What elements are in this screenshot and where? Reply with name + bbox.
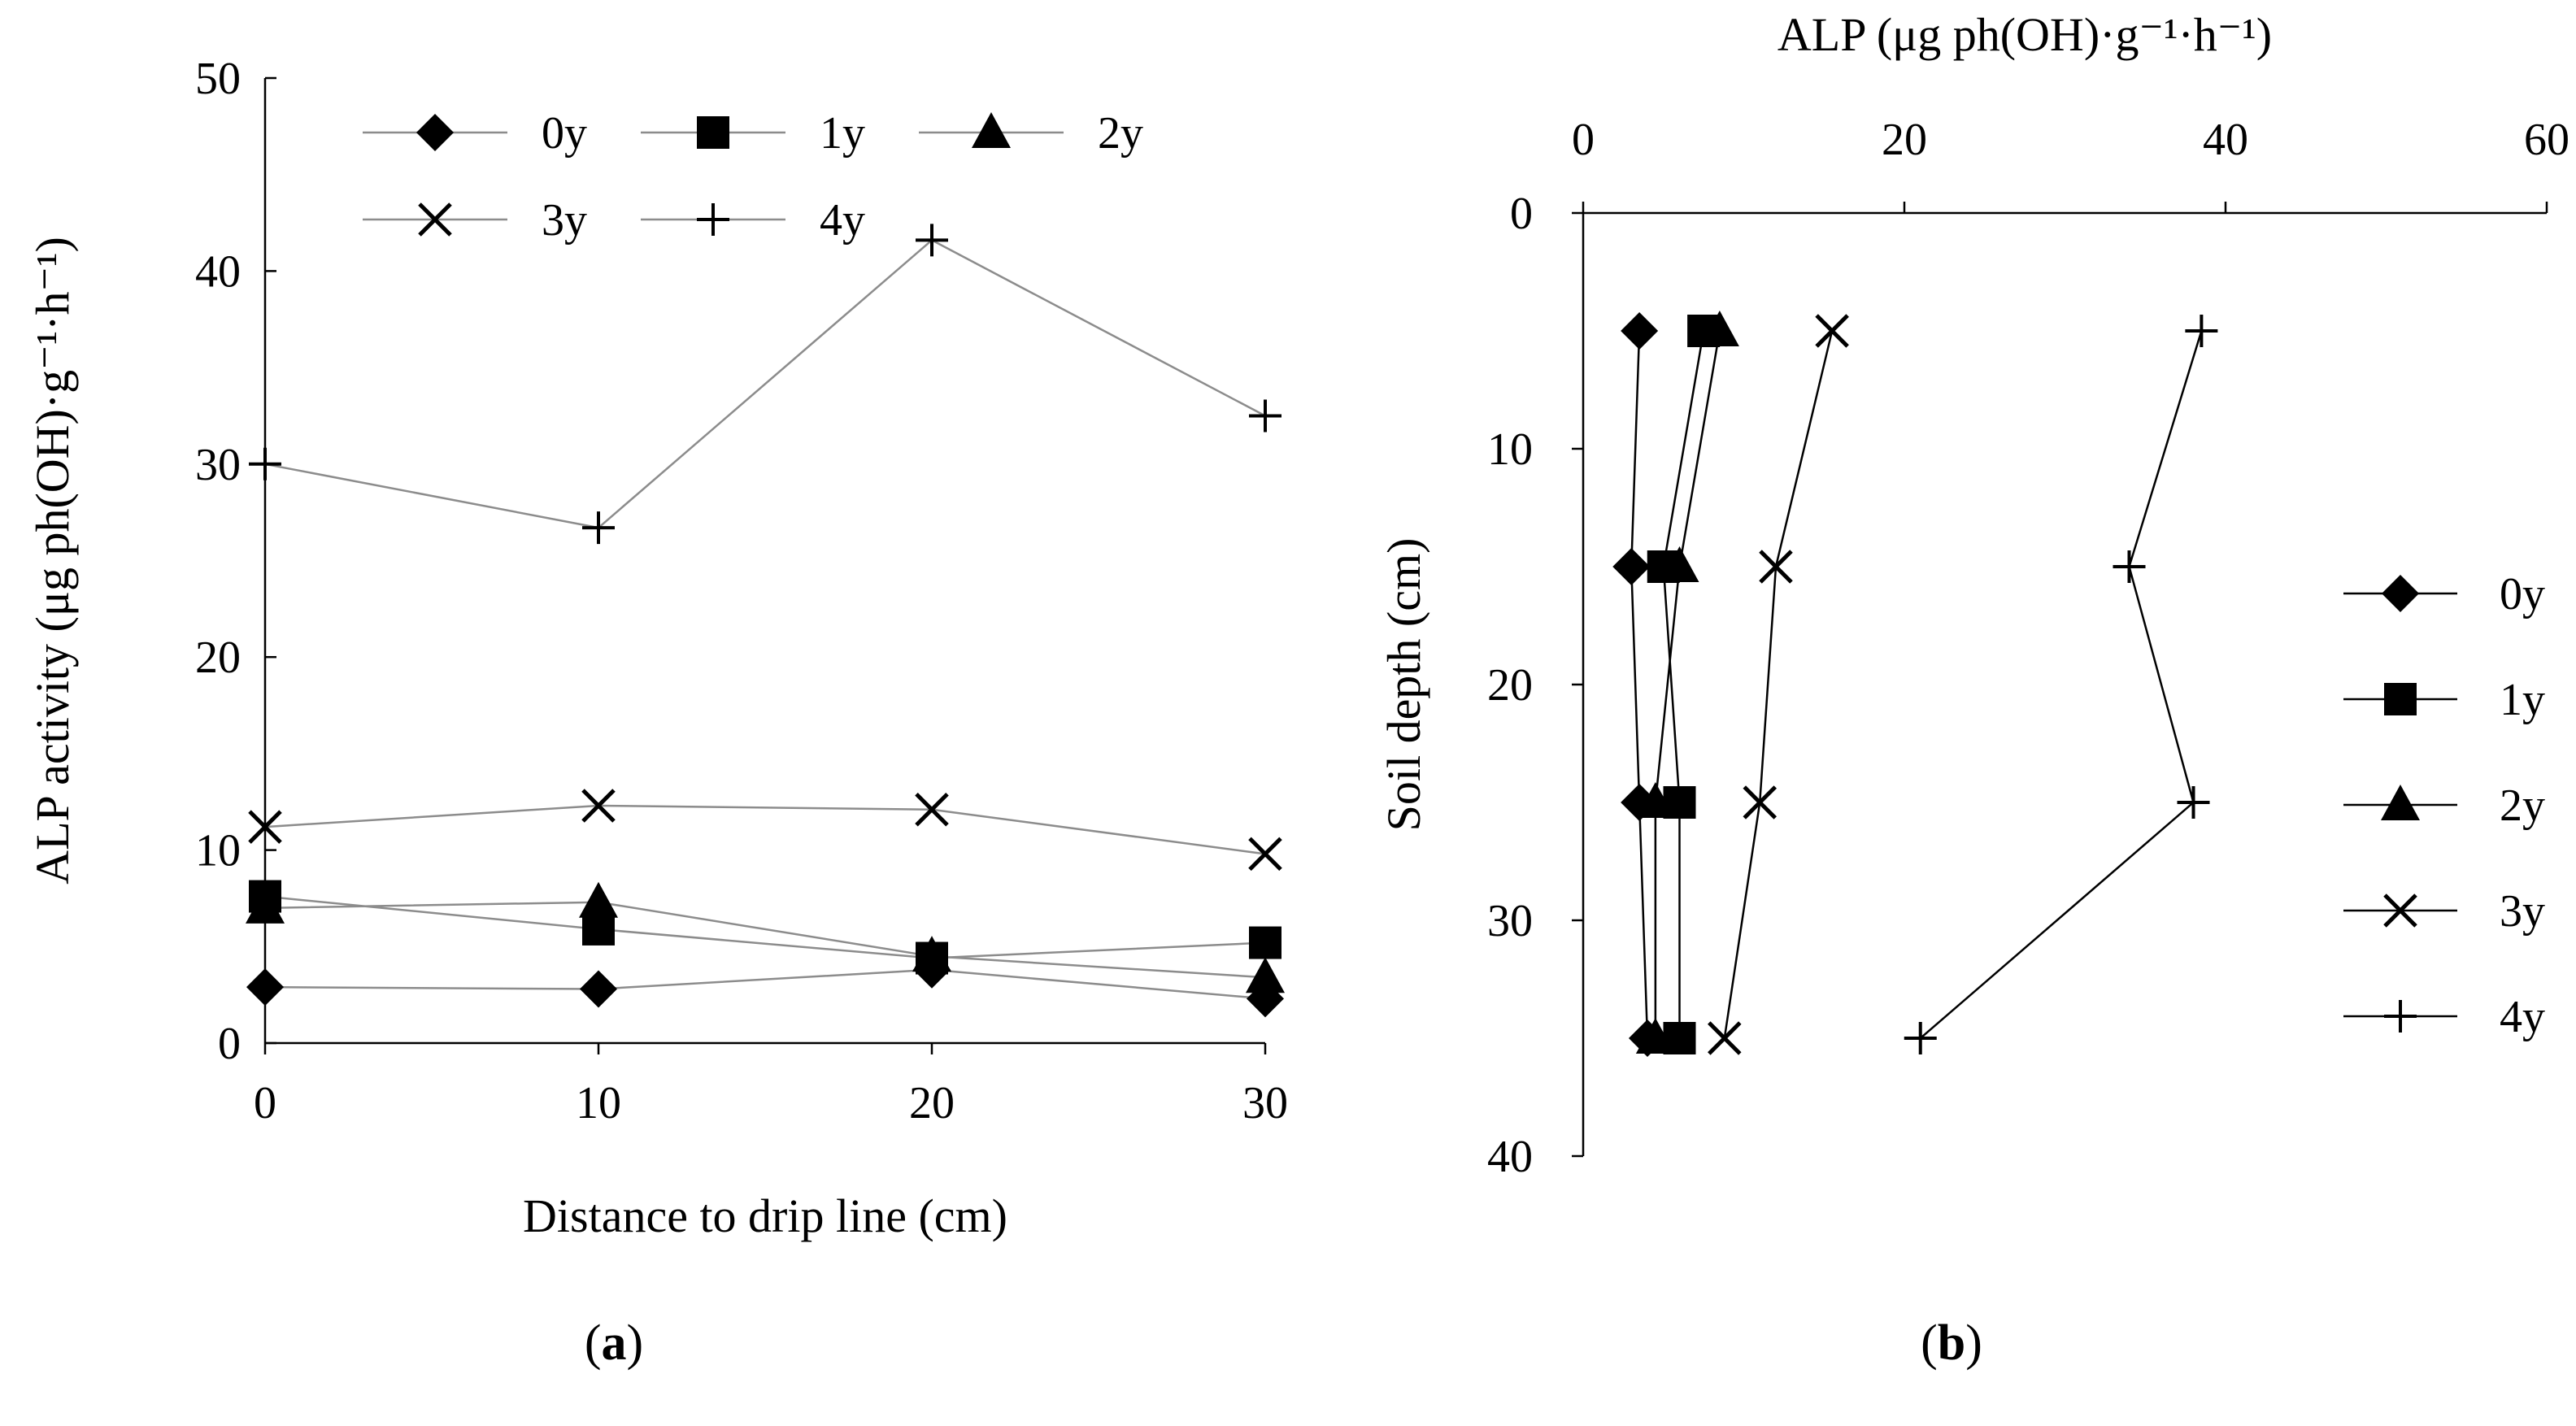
b-point-2y-25 [1635, 782, 1675, 818]
b-legend-label-4y: 4y [2500, 992, 2545, 1042]
b-point-2y-15 [1660, 546, 1699, 582]
a-x-axis-label: Distance to drip line (cm) [523, 1189, 1007, 1242]
a-legend-label-3y: 3y [542, 195, 587, 246]
a-series-line-3y [264, 804, 1266, 855]
a-legend-label-1y: 1y [820, 108, 865, 159]
b-series-line-0y [1630, 330, 1649, 1039]
a-legend-marker-2y [972, 112, 1011, 148]
a-ytick-label-30: 30 [195, 440, 241, 490]
a-y-axis-label: ALP activity (μg ph(OH)·g⁻¹·h⁻¹) [26, 237, 79, 885]
b-point-3y-5 [1815, 314, 1849, 348]
a-legend-label-0y: 0y [542, 108, 587, 159]
b-legend-marker-1y [2384, 683, 2417, 715]
a-ytick-label-20: 20 [195, 633, 241, 683]
a-ytick-label-50: 50 [195, 54, 241, 104]
b-legend-label-3y: 3y [2500, 886, 2545, 937]
a-point-2y-0 [246, 887, 285, 924]
a-point-2y-10 [579, 881, 618, 918]
a-point-4y-30 [1249, 399, 1281, 433]
b-series-line-4y [1919, 330, 2203, 1039]
b-point-3y-25 [1743, 785, 1778, 820]
b-legend-label-1y: 1y [2500, 675, 2545, 725]
a-ytick-label-40: 40 [195, 246, 241, 297]
b-xtick-label-60: 60 [2524, 115, 2569, 165]
a-point-4y-10 [582, 511, 615, 545]
panel-a-caption-close: ) [627, 1315, 644, 1371]
b-point-4y-5 [2185, 315, 2218, 347]
b-point-4y-25 [2177, 786, 2210, 819]
b-point-4y-35 [1904, 1022, 1937, 1054]
a-point-0y-10 [580, 970, 617, 1008]
panel-a-chart: 0 10 20 30 40 50 0 10 20 30 Distance to drip line … [26, 54, 1288, 1242]
a-point-2y-20 [912, 936, 951, 972]
a-series-line-1y [264, 895, 1266, 959]
panel-b-chart: 0 20 40 60 0 10 20 30 40 ALP (μg ph(OH)·g⁻¹·h⁻¹) S… [1377, 8, 2569, 1182]
a-xtick-label-10: 10 [576, 1078, 621, 1128]
b-series-line-1y [1662, 330, 1705, 1038]
b-legend-marker-4y [2384, 1000, 2417, 1033]
b-legend-marker-2y [2381, 785, 2420, 820]
b-legend-label-2y: 2y [2500, 780, 2545, 831]
b-legend-label-0y: 0y [2500, 569, 2545, 620]
a-point-3y-30 [1248, 837, 1282, 872]
b-x-axis-label: ALP (μg ph(OH)·g⁻¹·h⁻¹) [1778, 8, 2272, 61]
panel-a-caption: (a) [585, 1315, 643, 1371]
a-point-4y-20 [916, 224, 948, 257]
a-legend-marker-3y [418, 202, 452, 237]
b-point-0y-15 [1612, 548, 1651, 585]
b-point-3y-15 [1759, 550, 1793, 584]
b-point-0y-5 [1621, 312, 1659, 350]
a-xtick-label-20: 20 [909, 1078, 955, 1128]
b-ytick-label-30: 30 [1487, 896, 1533, 946]
a-point-0y-0 [246, 968, 284, 1006]
a-point-1y-10 [582, 912, 615, 946]
b-ytick-label-10: 10 [1487, 424, 1533, 475]
a-legend-marker-0y [416, 114, 454, 151]
b-legend-marker-3y [2383, 893, 2417, 928]
a-legend-label-4y: 4y [820, 195, 865, 246]
a-series-line-0y [264, 968, 1266, 1000]
b-point-2y-35 [1635, 1018, 1675, 1054]
a-point-3y-0 [248, 810, 282, 844]
a-point-3y-20 [915, 792, 949, 827]
a-legend-marker-1y [697, 116, 729, 149]
a-ytick-label-0: 0 [218, 1019, 241, 1069]
a-legend-marker-4y [697, 203, 729, 236]
a-point-4y-0 [249, 447, 281, 480]
b-point-2y-5 [1699, 311, 1739, 346]
a-point-1y-30 [1249, 926, 1281, 959]
a-series-line-4y [264, 238, 1266, 529]
b-ytick-label-20: 20 [1487, 660, 1533, 711]
a-xtick-label-0: 0 [254, 1078, 276, 1128]
b-xtick-label-0: 0 [1572, 115, 1595, 165]
b-point-3y-35 [1708, 1021, 1742, 1055]
b-legend-marker-0y [2382, 575, 2419, 612]
panel-b-caption: (b) [1921, 1315, 1982, 1371]
a-point-2y-30 [1246, 957, 1285, 993]
b-point-4y-15 [2113, 550, 2146, 583]
panel-b-caption-open: ( [1921, 1315, 1938, 1371]
panel-b-caption-letter: b [1938, 1315, 1965, 1371]
b-series-line-3y [1723, 330, 1834, 1039]
a-series-line-2y [264, 901, 1266, 979]
b-xtick-label-20: 20 [1882, 115, 1927, 165]
b-y-axis-label: Soil depth (cm) [1377, 538, 1430, 832]
a-legend-label-2y: 2y [1098, 108, 1143, 159]
b-ytick-label-0: 0 [1510, 189, 1533, 239]
b-xtick-label-40: 40 [2203, 115, 2248, 165]
panel-a-caption-letter: a [602, 1315, 627, 1371]
a-xtick-label-30: 30 [1242, 1078, 1288, 1128]
panel-b-caption-close: ) [1965, 1315, 1982, 1371]
b-series-line-2y [1654, 330, 1721, 1038]
b-ytick-label-40: 40 [1487, 1132, 1533, 1182]
a-ytick-label-10: 10 [195, 826, 241, 876]
panel-a-caption-open: ( [585, 1315, 602, 1371]
a-point-3y-10 [581, 789, 616, 823]
